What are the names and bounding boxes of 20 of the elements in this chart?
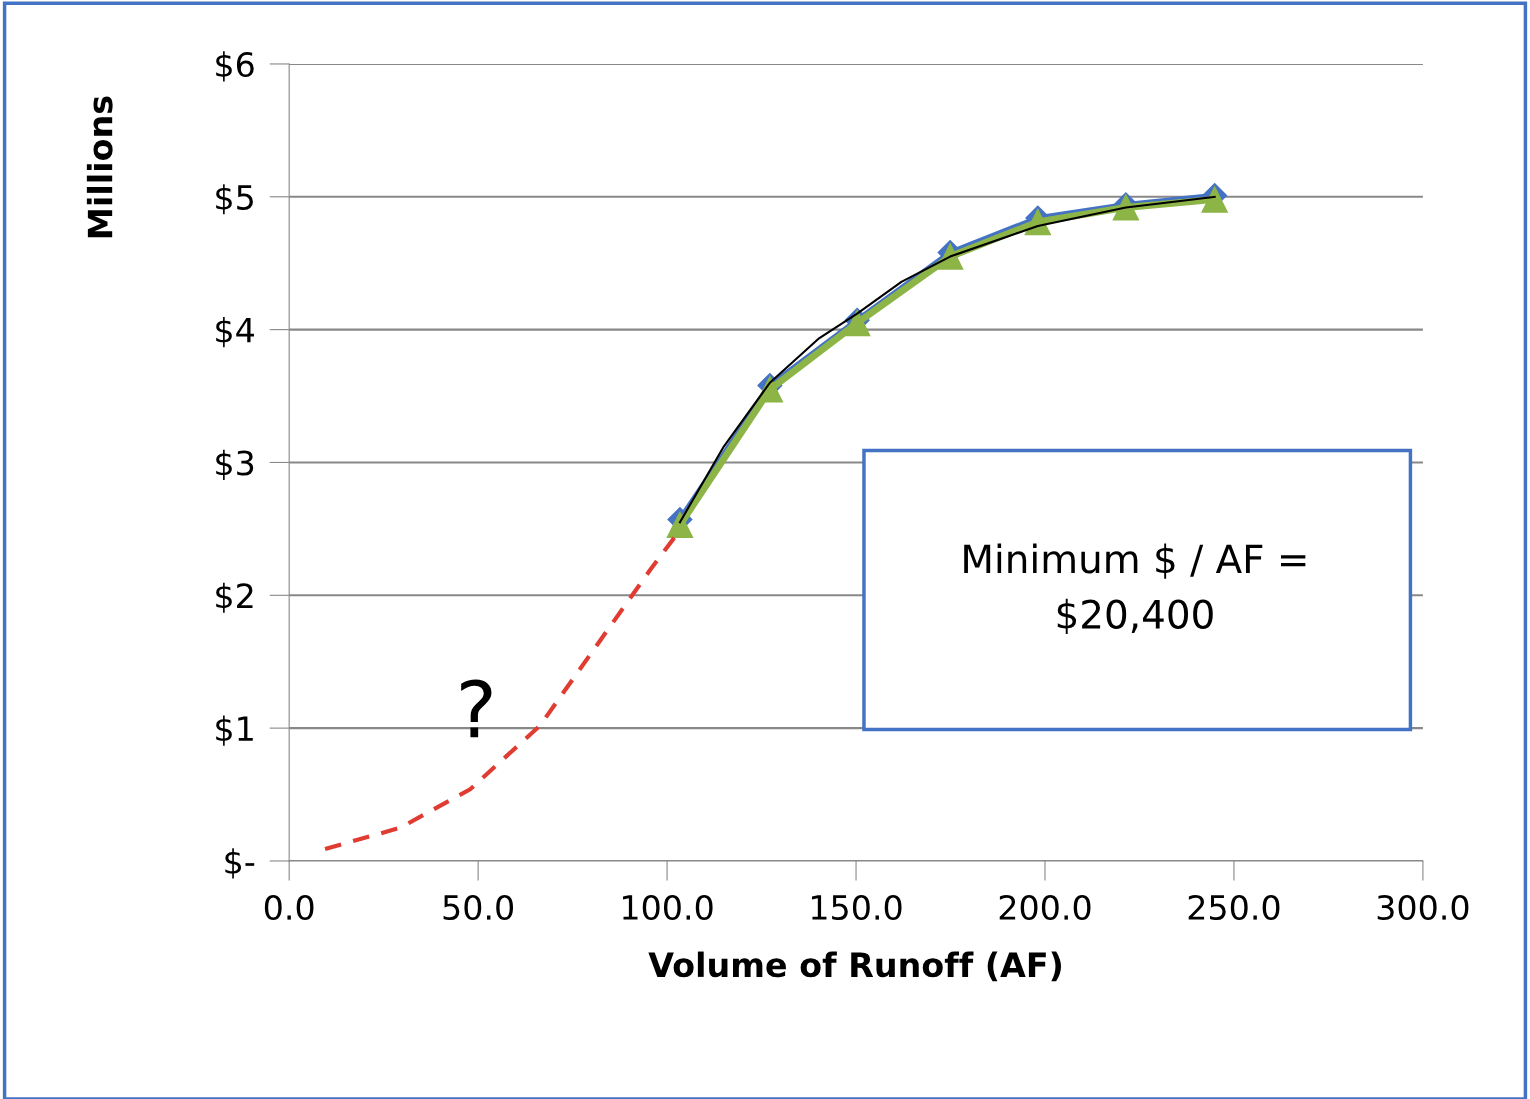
x-tick-label: 250.0 bbox=[1188, 894, 1280, 921]
x-tick-label: 50.0 bbox=[443, 894, 514, 921]
y-tick-label: $6 bbox=[216, 51, 254, 82]
y-tick-label: $- bbox=[225, 848, 255, 879]
y-tick-label: $2 bbox=[216, 582, 253, 613]
annotation: Minimum $ / AF = $20,400 bbox=[964, 543, 1306, 635]
y-axis-title: Millions bbox=[86, 96, 113, 238]
x-tick-label: 150.0 bbox=[811, 894, 902, 921]
x-tick-label: 200.0 bbox=[999, 894, 1091, 921]
y-tick-label: $5 bbox=[216, 184, 253, 215]
y-tick-label: $4 bbox=[216, 316, 254, 348]
point bbox=[666, 511, 694, 539]
x-axis-title: Volume of Runoff (AF) bbox=[648, 951, 1061, 982]
x-tick-label: 300.0 bbox=[1377, 894, 1469, 921]
annotation: ? bbox=[461, 679, 492, 738]
y-tick-label: $3 bbox=[216, 449, 254, 481]
point bbox=[1201, 186, 1228, 213]
x-tick-label: 0.0 bbox=[264, 894, 314, 921]
y-tick-label: $1 bbox=[216, 715, 253, 746]
x-tick-label: 100.0 bbox=[623, 894, 713, 921]
